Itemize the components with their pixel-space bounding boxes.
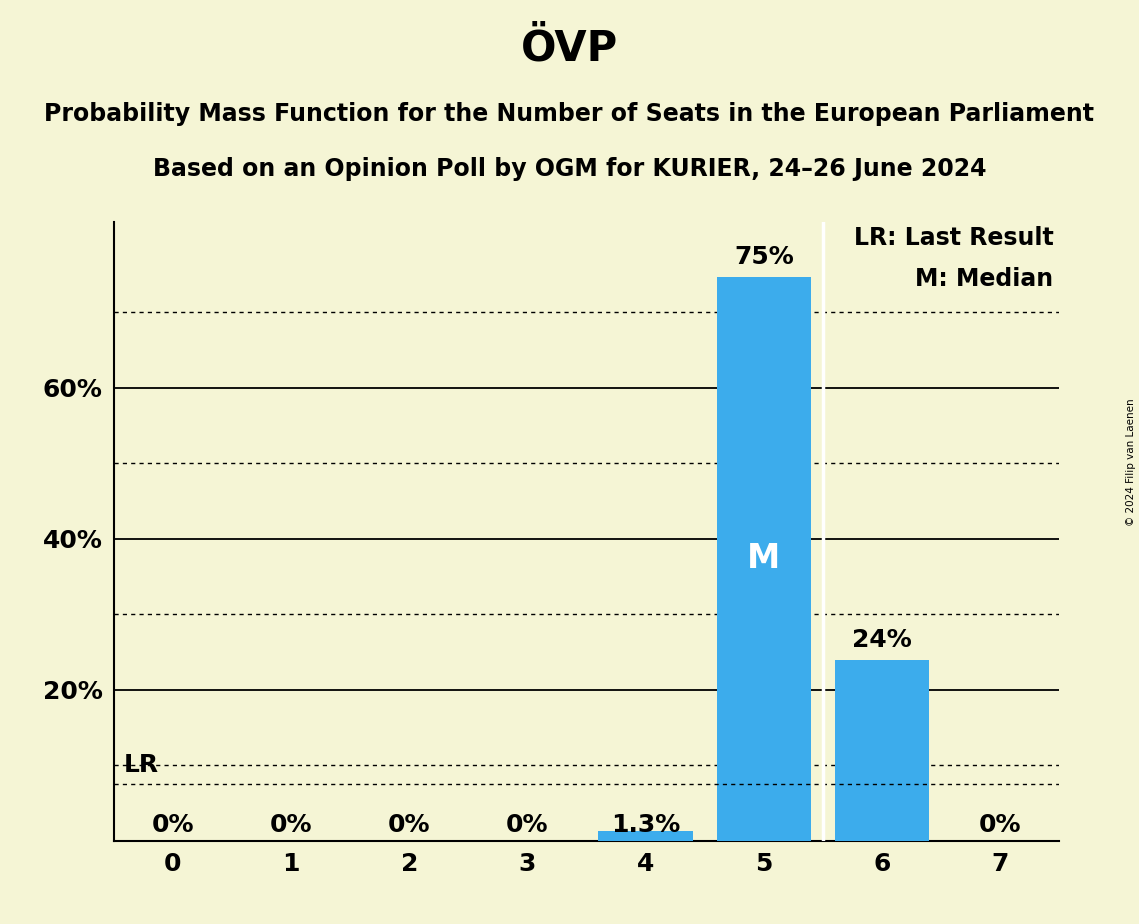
Text: 0%: 0% [506, 813, 549, 837]
Text: LR: Last Result: LR: Last Result [853, 225, 1054, 249]
Text: Based on an Opinion Poll by OGM for KURIER, 24–26 June 2024: Based on an Opinion Poll by OGM for KURI… [153, 157, 986, 181]
Text: ÖVP: ÖVP [521, 28, 618, 69]
Text: M: M [747, 542, 780, 576]
Bar [716, 277, 811, 841]
Text: Probability Mass Function for the Number of Seats in the European Parliament: Probability Mass Function for the Number… [44, 102, 1095, 126]
Bar [598, 831, 693, 841]
Text: 0%: 0% [151, 813, 195, 837]
Text: 0%: 0% [978, 813, 1022, 837]
Text: 75%: 75% [734, 246, 794, 269]
Text: 0%: 0% [388, 813, 431, 837]
Text: 24%: 24% [852, 628, 912, 652]
Text: © 2024 Filip van Laenen: © 2024 Filip van Laenen [1125, 398, 1136, 526]
Bar [835, 660, 929, 841]
Text: LR: LR [123, 753, 158, 777]
Text: 0%: 0% [270, 813, 312, 837]
Text: M: Median: M: Median [916, 267, 1054, 291]
Text: 1.3%: 1.3% [611, 813, 680, 837]
